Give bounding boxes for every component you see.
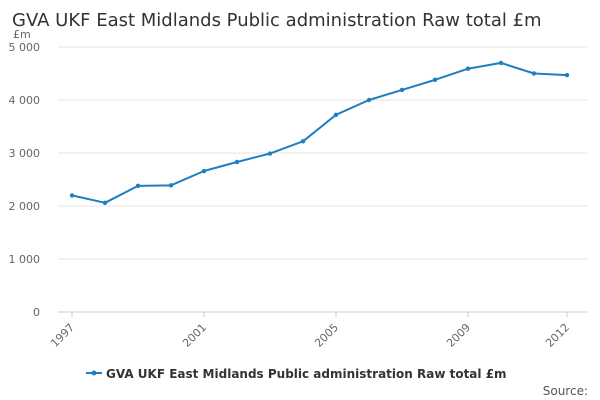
x-axis: 1997 2001 2005 2009 2012: [48, 311, 588, 350]
series-layer: [69, 60, 570, 206]
legend-marker-icon: [91, 370, 97, 376]
data-point[interactable]: [465, 66, 471, 71]
data-point[interactable]: [135, 183, 141, 189]
y-tick-label: 4 000: [9, 94, 41, 107]
x-tick-label: 2012: [543, 321, 572, 350]
x-tick-label: 1997: [48, 321, 77, 350]
data-point[interactable]: [201, 168, 207, 174]
data-point[interactable]: [531, 71, 537, 76]
data-point[interactable]: [399, 87, 405, 93]
data-point[interactable]: [267, 151, 273, 156]
data-point[interactable]: [333, 112, 339, 118]
data-point[interactable]: [168, 183, 174, 188]
data-point[interactable]: [366, 97, 372, 103]
data-point[interactable]: [234, 159, 240, 165]
y-axis-ticks: 0 1 000 2 000 3 000 4 000 5 000: [9, 41, 41, 319]
data-point[interactable]: [498, 60, 504, 66]
y-tick-label: 1 000: [9, 253, 41, 266]
data-point[interactable]: [564, 72, 570, 78]
y-axis-unit-label: £m: [13, 28, 31, 41]
data-point[interactable]: [300, 139, 306, 144]
x-tick-label: 2009: [444, 321, 473, 350]
y-tick-label: 5 000: [9, 41, 41, 54]
data-point[interactable]: [69, 193, 75, 198]
source-label: Source:: [543, 384, 588, 398]
data-point[interactable]: [432, 77, 438, 83]
chart-title: GVA UKF East Midlands Public administrat…: [12, 10, 542, 31]
y-tick-label: 3 000: [9, 147, 41, 160]
series-line[interactable]: [71, 61, 568, 204]
x-tick-label: 2005: [312, 321, 341, 350]
x-tick-label: 2001: [180, 321, 209, 350]
y-tick-label: 2 000: [9, 200, 41, 213]
legend[interactable]: GVA UKF East Midlands Public administrat…: [86, 367, 507, 381]
data-point[interactable]: [102, 200, 108, 206]
y-tick-label: 0: [33, 306, 40, 319]
legend-label: GVA UKF East Midlands Public administrat…: [106, 367, 507, 381]
grid-lines: [58, 46, 588, 260]
